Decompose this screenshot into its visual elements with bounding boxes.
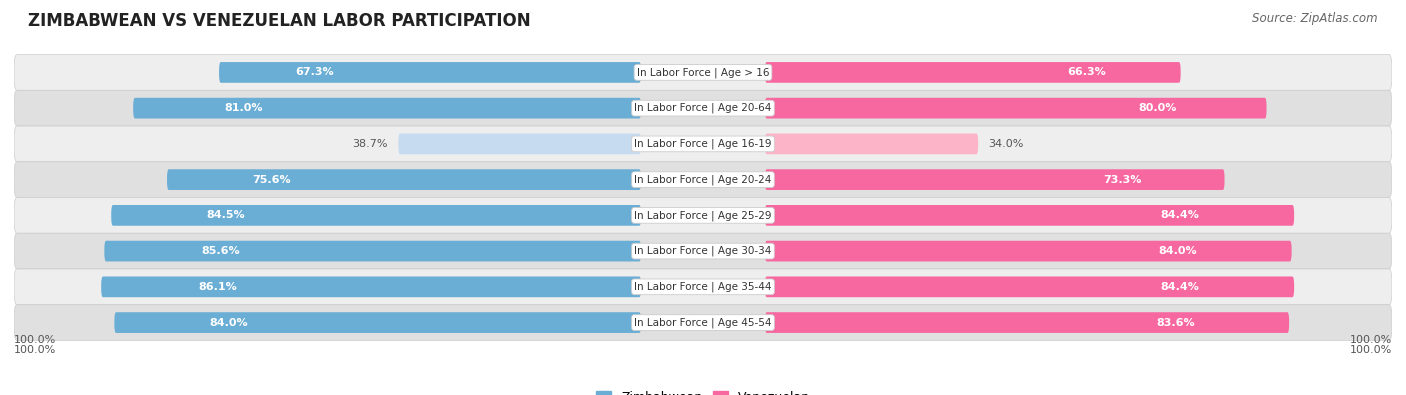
FancyBboxPatch shape <box>114 312 641 333</box>
FancyBboxPatch shape <box>765 62 1181 83</box>
Text: 84.5%: 84.5% <box>207 211 245 220</box>
FancyBboxPatch shape <box>219 62 641 83</box>
FancyBboxPatch shape <box>134 98 641 118</box>
FancyBboxPatch shape <box>765 134 979 154</box>
Text: In Labor Force | Age 35-44: In Labor Force | Age 35-44 <box>634 282 772 292</box>
Text: 81.0%: 81.0% <box>225 103 263 113</box>
Text: In Labor Force | Age 16-19: In Labor Force | Age 16-19 <box>634 139 772 149</box>
Text: 66.3%: 66.3% <box>1067 68 1107 77</box>
Text: In Labor Force | Age 30-34: In Labor Force | Age 30-34 <box>634 246 772 256</box>
Text: 85.6%: 85.6% <box>201 246 239 256</box>
Text: In Labor Force | Age 20-24: In Labor Force | Age 20-24 <box>634 174 772 185</box>
Text: 84.0%: 84.0% <box>1159 246 1197 256</box>
Text: 84.4%: 84.4% <box>1160 282 1199 292</box>
FancyBboxPatch shape <box>765 312 1289 333</box>
Text: 34.0%: 34.0% <box>988 139 1024 149</box>
FancyBboxPatch shape <box>14 162 1392 198</box>
FancyBboxPatch shape <box>765 276 1294 297</box>
Text: In Labor Force | Age 20-64: In Labor Force | Age 20-64 <box>634 103 772 113</box>
Text: ZIMBABWEAN VS VENEZUELAN LABOR PARTICIPATION: ZIMBABWEAN VS VENEZUELAN LABOR PARTICIPA… <box>28 12 530 30</box>
Text: 100.0%: 100.0% <box>1350 335 1392 345</box>
Text: 80.0%: 80.0% <box>1137 103 1177 113</box>
FancyBboxPatch shape <box>101 276 641 297</box>
FancyBboxPatch shape <box>167 169 641 190</box>
FancyBboxPatch shape <box>14 269 1392 305</box>
FancyBboxPatch shape <box>765 169 1225 190</box>
Text: 84.4%: 84.4% <box>1160 211 1199 220</box>
FancyBboxPatch shape <box>14 126 1392 162</box>
Text: 67.3%: 67.3% <box>295 68 333 77</box>
Text: 84.0%: 84.0% <box>209 318 247 327</box>
FancyBboxPatch shape <box>765 98 1267 118</box>
Text: 86.1%: 86.1% <box>198 282 238 292</box>
Text: 100.0%: 100.0% <box>14 335 56 345</box>
FancyBboxPatch shape <box>14 90 1392 126</box>
Text: Source: ZipAtlas.com: Source: ZipAtlas.com <box>1253 12 1378 25</box>
FancyBboxPatch shape <box>104 241 641 261</box>
Text: In Labor Force | Age > 16: In Labor Force | Age > 16 <box>637 67 769 78</box>
Text: In Labor Force | Age 25-29: In Labor Force | Age 25-29 <box>634 210 772 221</box>
FancyBboxPatch shape <box>14 305 1392 340</box>
Text: 75.6%: 75.6% <box>252 175 291 184</box>
FancyBboxPatch shape <box>14 233 1392 269</box>
FancyBboxPatch shape <box>111 205 641 226</box>
Legend: Zimbabwean, Venezuelan: Zimbabwean, Venezuelan <box>592 387 814 395</box>
FancyBboxPatch shape <box>765 205 1294 226</box>
FancyBboxPatch shape <box>398 134 641 154</box>
FancyBboxPatch shape <box>765 241 1292 261</box>
Text: 100.0%: 100.0% <box>14 345 56 355</box>
Text: In Labor Force | Age 45-54: In Labor Force | Age 45-54 <box>634 317 772 328</box>
Text: 83.6%: 83.6% <box>1156 318 1195 327</box>
Text: 100.0%: 100.0% <box>1350 345 1392 355</box>
FancyBboxPatch shape <box>14 198 1392 233</box>
Text: 73.3%: 73.3% <box>1104 175 1142 184</box>
FancyBboxPatch shape <box>14 55 1392 90</box>
Text: 38.7%: 38.7% <box>353 139 388 149</box>
